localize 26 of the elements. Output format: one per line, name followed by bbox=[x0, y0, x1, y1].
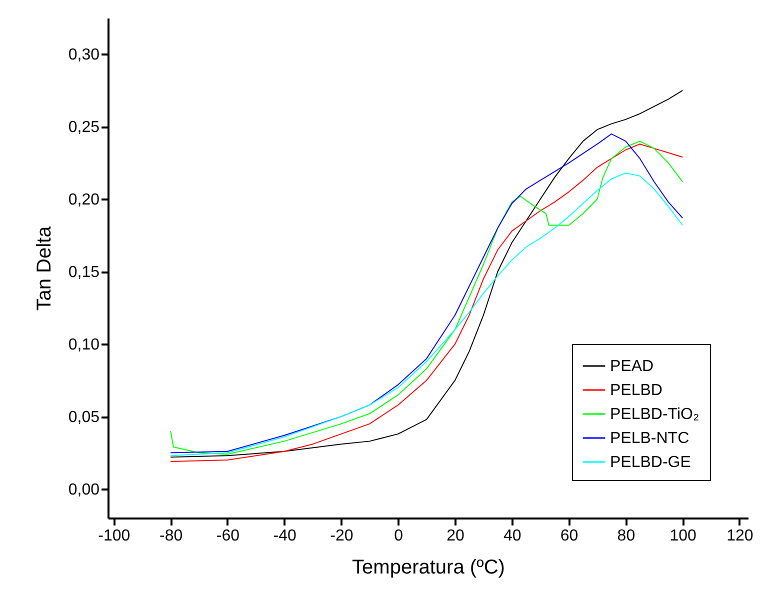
y-tick-label: 0,25 bbox=[68, 119, 100, 136]
legend-label: PELBD-GE bbox=[610, 454, 691, 471]
x-tick-label: -80 bbox=[160, 528, 183, 544]
x-tick-label: 20 bbox=[446, 528, 465, 544]
legend-label: PEAD bbox=[610, 358, 654, 375]
x-tick-label: 0 bbox=[394, 528, 404, 544]
x-tick-label: 40 bbox=[504, 528, 522, 544]
x-tick-label: -60 bbox=[216, 528, 240, 544]
x-axis-title: Temperatura (ºC) bbox=[352, 556, 505, 578]
y-tick-label: 0,30 bbox=[68, 46, 100, 64]
y-tick-label: 0,20 bbox=[68, 192, 100, 209]
legend-label: PELBD bbox=[610, 382, 662, 399]
x-tick-label: -40 bbox=[273, 528, 297, 544]
y-tick-label: 0,00 bbox=[68, 482, 100, 499]
x-tick-label: 60 bbox=[560, 528, 578, 544]
x-tick-label: -100 bbox=[98, 528, 130, 544]
y-axis-title: Tan Delta bbox=[33, 225, 56, 311]
y-tick-label: 0,15 bbox=[68, 264, 100, 282]
legend-label: PELBD-TiO₂ bbox=[610, 406, 700, 423]
x-tick-label: 100 bbox=[670, 528, 697, 544]
legend-label: PELB-NTC bbox=[610, 430, 690, 447]
y-tick-label: 0,10 bbox=[68, 336, 100, 354]
y-tick-label: 0,05 bbox=[68, 409, 100, 426]
x-tick-label: -20 bbox=[330, 528, 354, 544]
x-tick-label: 120 bbox=[726, 528, 754, 544]
x-tick-label: 80 bbox=[617, 528, 636, 544]
